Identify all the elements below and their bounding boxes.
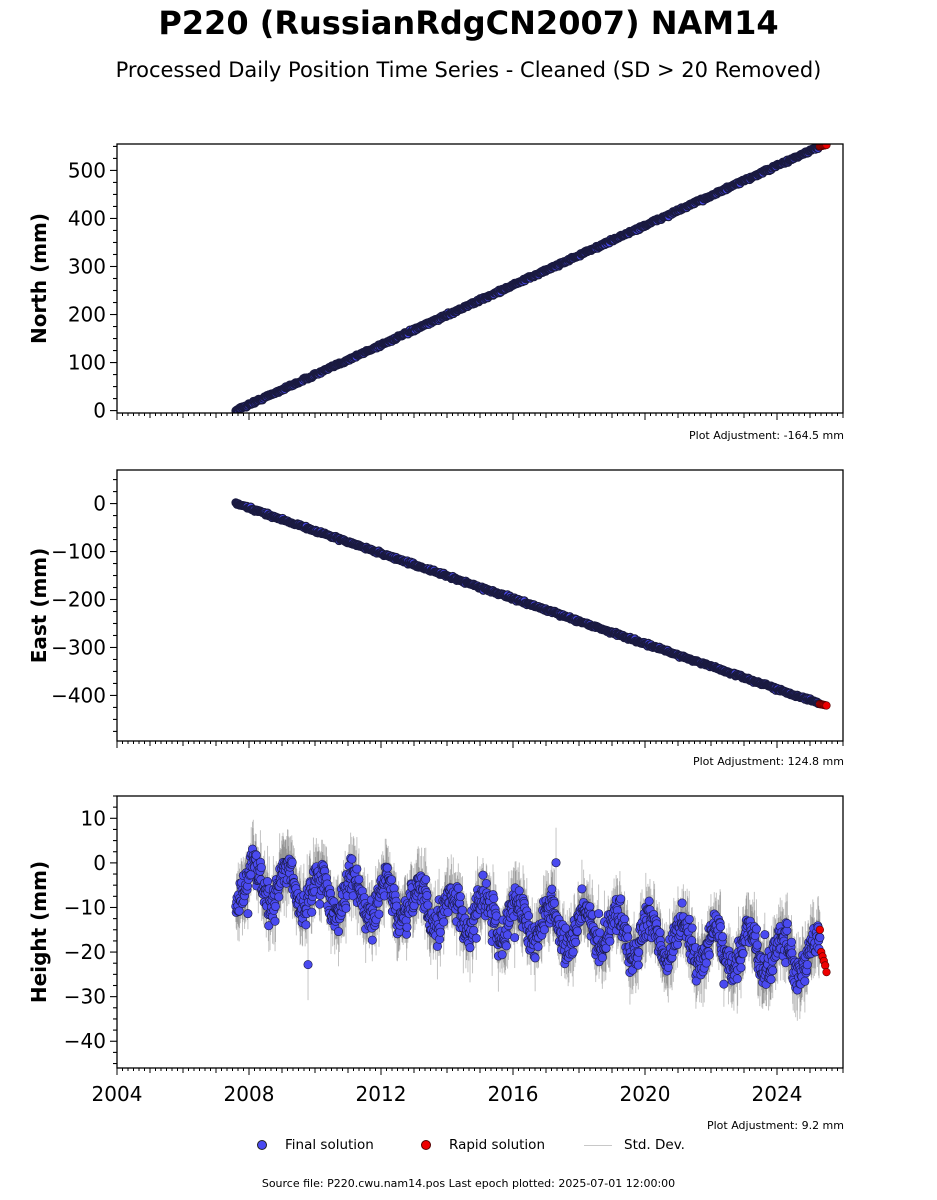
y-tick-label: 0 <box>93 399 106 423</box>
y-tick-label: −100 <box>51 540 106 564</box>
north-y-axis-label: North (mm) <box>27 213 51 344</box>
y-tick-label: 400 <box>68 206 106 230</box>
y-tick-label: 100 <box>68 351 106 375</box>
north-data-area <box>231 144 831 413</box>
y-tick-label: −400 <box>51 683 106 707</box>
east-final-points <box>231 498 825 709</box>
y-tick-label: 0 <box>93 492 106 516</box>
height-data-area <box>231 819 831 1021</box>
north-rapid-points <box>815 144 831 151</box>
y-tick-label: 500 <box>68 158 106 182</box>
chart-title: P220 (RussianRdgCN2007) NAM14 <box>158 4 779 42</box>
rapid-point <box>822 701 831 710</box>
y-tick-label: 200 <box>68 303 106 327</box>
north-panel: 0 100 200 300 400 500 North (mm) <box>27 143 844 423</box>
east-frame <box>116 469 844 742</box>
east-rapid-points <box>815 699 831 710</box>
rapid-point <box>822 144 831 150</box>
y-tick-label: −200 <box>51 588 106 612</box>
north-final-points <box>231 144 825 413</box>
east-y-axis-label: East (mm) <box>27 548 51 664</box>
chart-subtitle: Processed Daily Position Time Series - C… <box>115 58 822 82</box>
east-data-area <box>231 498 831 710</box>
y-tick-label: −300 <box>51 635 106 659</box>
y-tick-label: 300 <box>68 254 106 278</box>
